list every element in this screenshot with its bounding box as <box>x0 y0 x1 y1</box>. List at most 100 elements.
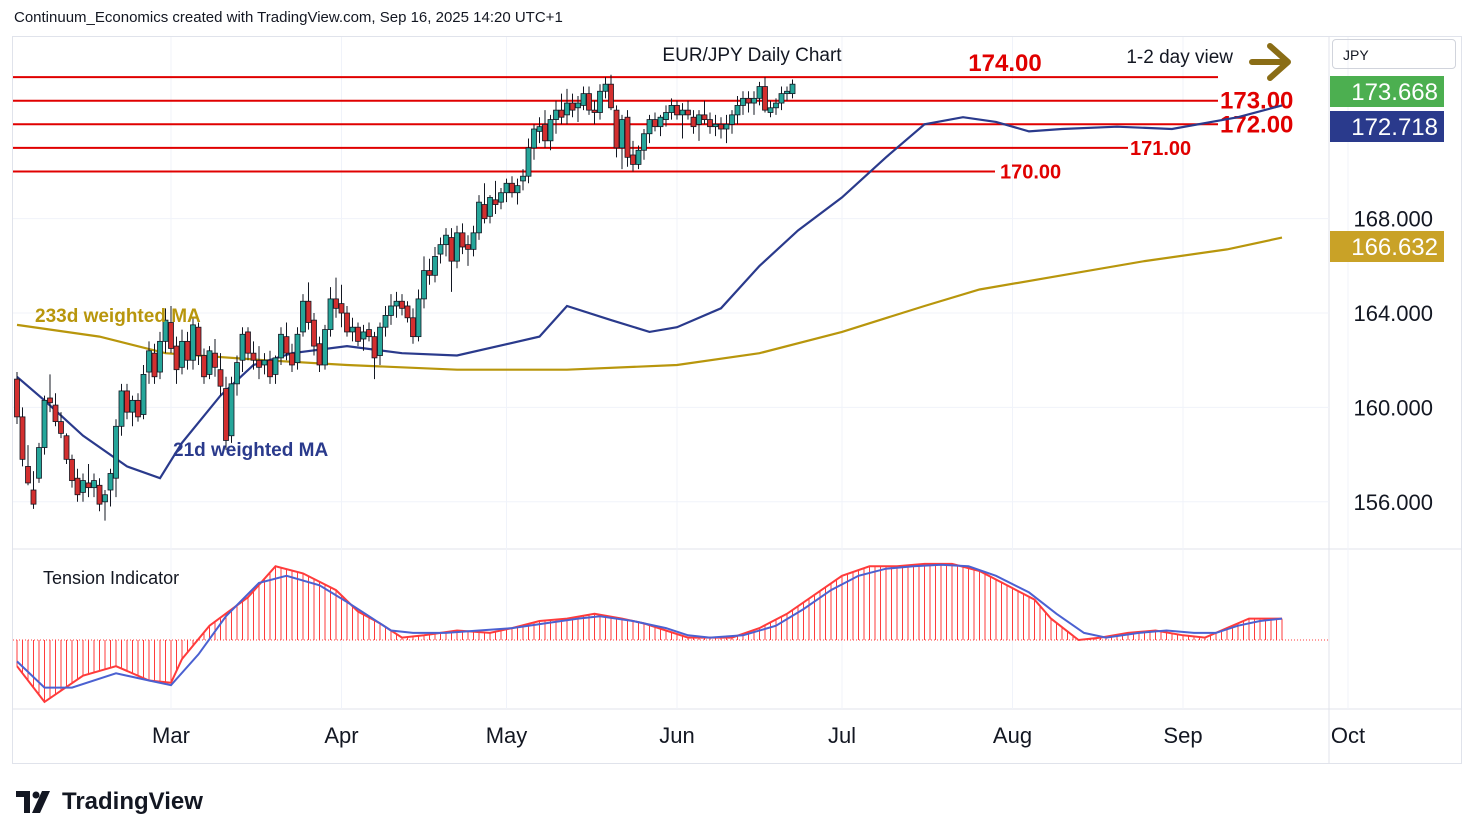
ma233-line <box>16 236 1283 371</box>
candle <box>234 355 240 396</box>
candle <box>256 346 262 380</box>
tradingview-logo[interactable]: TradingView <box>16 788 203 816</box>
candle <box>586 86 592 115</box>
candle <box>558 93 565 125</box>
candle <box>668 98 675 120</box>
candle <box>261 353 268 375</box>
candle <box>674 100 680 120</box>
candle <box>195 322 202 365</box>
candle <box>470 225 477 257</box>
candle <box>635 145 642 170</box>
candle <box>206 346 213 380</box>
candle <box>140 364 147 420</box>
candle <box>514 178 521 205</box>
candle <box>371 331 378 380</box>
candle <box>487 195 493 224</box>
candle <box>404 301 411 323</box>
candle <box>432 246 438 283</box>
candle <box>784 86 790 101</box>
month-tick-label: Jun <box>659 723 694 748</box>
tension-signal-line <box>16 563 1283 689</box>
candle <box>547 114 554 151</box>
candle <box>525 138 532 184</box>
candle <box>223 376 229 450</box>
tradingview-logo-icon <box>16 791 50 813</box>
candle <box>498 188 504 210</box>
candle <box>96 478 103 512</box>
candle <box>212 339 218 377</box>
level-label: 171.00 <box>1130 138 1191 160</box>
candle <box>294 327 301 370</box>
candle <box>338 284 345 328</box>
candle <box>393 291 400 318</box>
candle <box>327 287 334 337</box>
candle <box>448 228 455 292</box>
candle <box>14 372 20 424</box>
candle <box>360 324 367 351</box>
tension-indicator-label: Tension Indicator <box>43 568 179 588</box>
candle <box>157 331 163 380</box>
candle <box>580 86 587 111</box>
candle <box>410 308 416 344</box>
candle <box>426 258 433 285</box>
candle <box>135 393 141 422</box>
tension-indicator-pane: Tension Indicator <box>13 562 1329 704</box>
view-note: 1-2 day view <box>1126 47 1233 68</box>
candle <box>591 100 598 125</box>
currency-selector[interactable]: JPY <box>1332 39 1456 69</box>
candle <box>575 95 581 122</box>
candle <box>239 327 246 373</box>
candle <box>619 114 625 170</box>
level-label: 172.00 <box>1220 111 1293 138</box>
candle <box>751 91 757 115</box>
candle <box>465 235 471 266</box>
candle <box>597 84 603 120</box>
candle <box>531 124 537 160</box>
candle <box>355 322 361 347</box>
candle <box>778 86 785 111</box>
candle <box>201 348 207 384</box>
candle <box>129 395 136 427</box>
candle <box>333 277 339 318</box>
candle <box>250 341 257 370</box>
candle <box>443 228 449 257</box>
candle <box>663 105 669 127</box>
candle <box>762 77 768 113</box>
candle <box>789 79 796 99</box>
candle <box>509 176 515 198</box>
candle <box>459 223 466 255</box>
candle <box>47 374 53 413</box>
candle <box>85 464 92 498</box>
candle <box>245 327 251 361</box>
candle <box>723 114 730 144</box>
candle <box>80 473 86 502</box>
candle <box>69 454 75 488</box>
candle <box>630 140 636 172</box>
ma233-price-badge: 166.632 <box>1330 231 1444 262</box>
price-tick-label: 168.000 <box>1353 207 1433 232</box>
candle <box>36 442 42 483</box>
price-tick-label: 156.000 <box>1353 490 1433 515</box>
candle <box>113 419 119 498</box>
price-tick-label: 160.000 <box>1353 395 1433 420</box>
candle <box>344 305 350 337</box>
candle <box>179 329 185 375</box>
level-label: 170.00 <box>1000 161 1061 183</box>
chart-frame <box>12 36 1462 764</box>
month-tick-label: May <box>486 723 528 748</box>
candle <box>437 237 444 264</box>
candle <box>712 114 719 137</box>
grid-lines <box>13 37 1461 763</box>
chart-title: EUR/JPY Daily Chart <box>662 45 842 66</box>
chart-attribution: Continuum_Economics created with Trading… <box>14 9 563 26</box>
moving-averages <box>16 104 1283 480</box>
candle <box>228 376 235 443</box>
candle <box>707 112 713 134</box>
candle <box>624 110 631 167</box>
candle <box>602 77 609 99</box>
candle <box>74 468 81 502</box>
candle <box>289 343 295 373</box>
candle <box>421 256 427 309</box>
ma21-line <box>16 104 1283 480</box>
